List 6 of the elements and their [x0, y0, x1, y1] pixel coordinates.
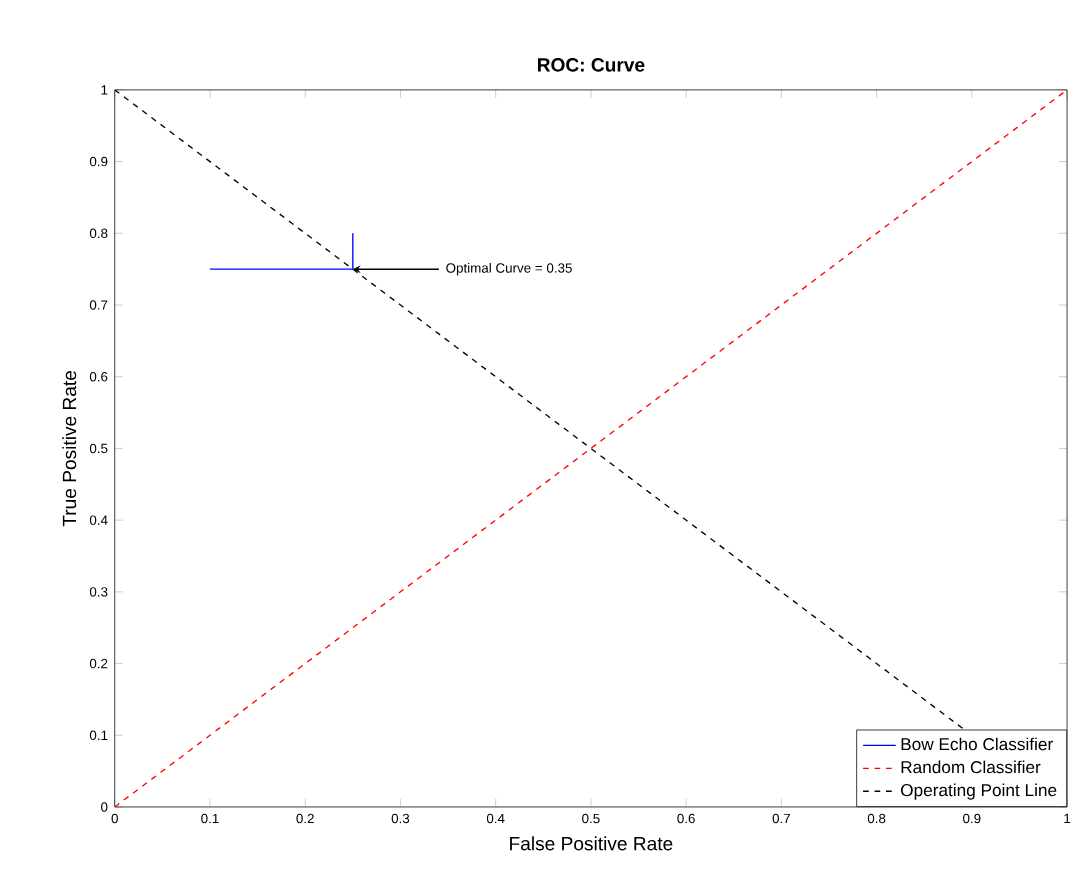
y-axis-title: True Positive Rate	[62, 371, 77, 527]
x-axis-title: False Positive Rate	[510, 836, 673, 851]
legend-label: Random Classifier	[901, 761, 1041, 774]
chart-title: ROC: Curve	[538, 58, 645, 73]
legend-label: Bow Echo Classifier	[901, 738, 1053, 751]
legend-label: Operating Point Line	[901, 784, 1057, 801]
